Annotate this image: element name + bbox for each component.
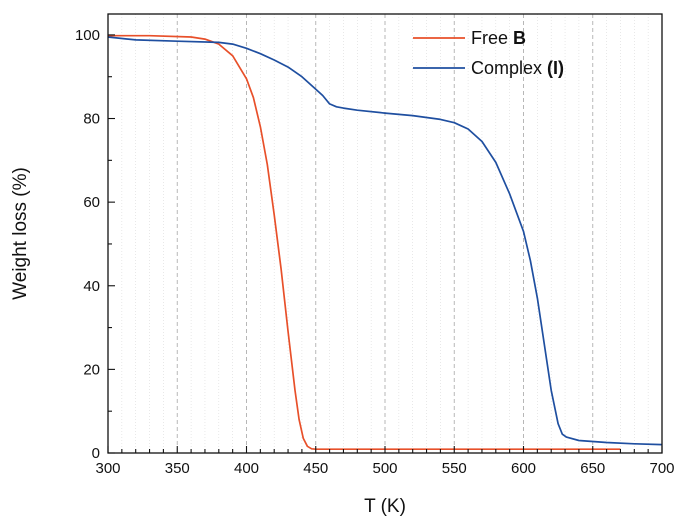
y-tick-labels: 0 20 40 60 80 100 <box>75 27 100 462</box>
x-tick-label: 600 <box>511 460 536 477</box>
y-tick-label: 100 <box>75 27 100 44</box>
legend-label: Free B <box>471 28 526 48</box>
x-tick-labels: 300 350 400 450 500 550 600 650 700 <box>95 460 674 477</box>
free-b-line <box>108 34 621 451</box>
legend-label: Complex (I) <box>471 58 564 78</box>
x-axis-title: T (K) <box>364 496 406 517</box>
x-tick-label: 700 <box>649 460 674 477</box>
legend-label-text: Free <box>471 28 513 48</box>
x-tick-label: 450 <box>303 460 328 477</box>
x-tick-label: 550 <box>442 460 467 477</box>
y-tick-label: 60 <box>83 194 100 211</box>
legend-label-text: Complex <box>471 58 547 78</box>
x-tick-label: 400 <box>234 460 259 477</box>
x-tick-label: 300 <box>95 460 120 477</box>
complex-i-line <box>107 36 663 446</box>
x-tick-label: 500 <box>372 460 397 477</box>
legend-item-free-b: Free B <box>413 28 526 48</box>
y-tick-label: 80 <box>83 111 100 128</box>
legend-label-bold: (I) <box>547 58 564 78</box>
y-axis-title: Weight loss (%) <box>10 167 31 300</box>
y-tick-label: 0 <box>92 445 100 462</box>
axis-ticks <box>107 34 663 454</box>
y-tick-label: 20 <box>83 361 100 378</box>
x-tick-label: 350 <box>165 460 190 477</box>
legend-label-bold: B <box>513 28 526 48</box>
legend-item-complex-i: Complex (I) <box>413 58 564 78</box>
grid-lines <box>121 14 649 453</box>
x-tick-label: 650 <box>580 460 605 477</box>
y-tick-label: 40 <box>83 278 100 295</box>
legend: Free B Complex (I) <box>413 28 564 78</box>
